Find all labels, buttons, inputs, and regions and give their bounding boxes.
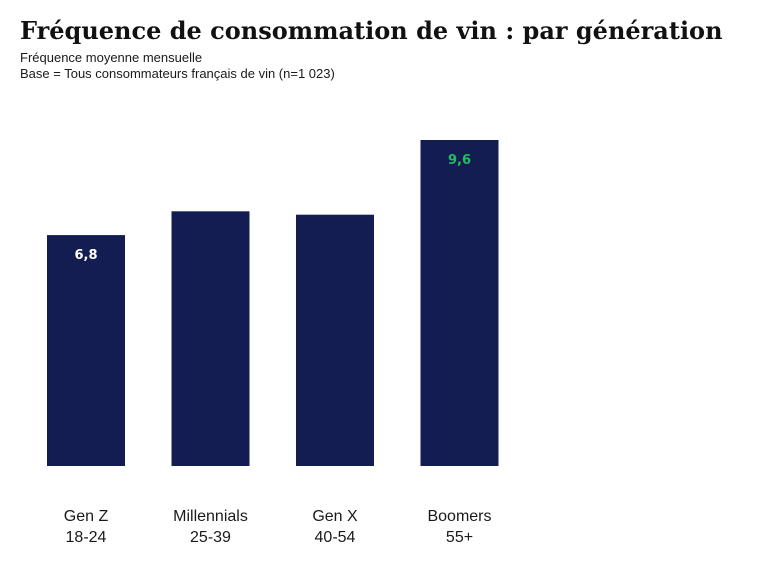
bar-3 xyxy=(420,140,499,466)
chart-subtitle: Fréquence moyenne mensuelle Base = Tous … xyxy=(20,50,335,82)
category-label-2: Gen X xyxy=(312,508,358,525)
chart-title: Fréquence de consommation de vin : par g… xyxy=(20,16,723,45)
category-label-0: Gen Z xyxy=(64,508,109,525)
category-sublabel-3: 55+ xyxy=(446,529,473,546)
bar-0 xyxy=(47,235,125,466)
data-label-3: 9,6 xyxy=(448,153,471,168)
subtitle-line-2: Base = Tous consommateurs français de vi… xyxy=(20,66,335,81)
bar-1 xyxy=(171,211,250,466)
bar-2 xyxy=(296,214,374,466)
subtitle-line-1: Fréquence moyenne mensuelle xyxy=(20,50,203,65)
category-sublabel-1: 25-39 xyxy=(190,529,231,546)
data-label-0: 6,8 xyxy=(74,248,97,263)
category-sublabel-0: 18-24 xyxy=(66,529,107,546)
category-label-3: Boomers xyxy=(427,508,491,525)
category-sublabel-2: 40-54 xyxy=(315,529,356,546)
category-label-1: Millennials xyxy=(173,508,248,525)
